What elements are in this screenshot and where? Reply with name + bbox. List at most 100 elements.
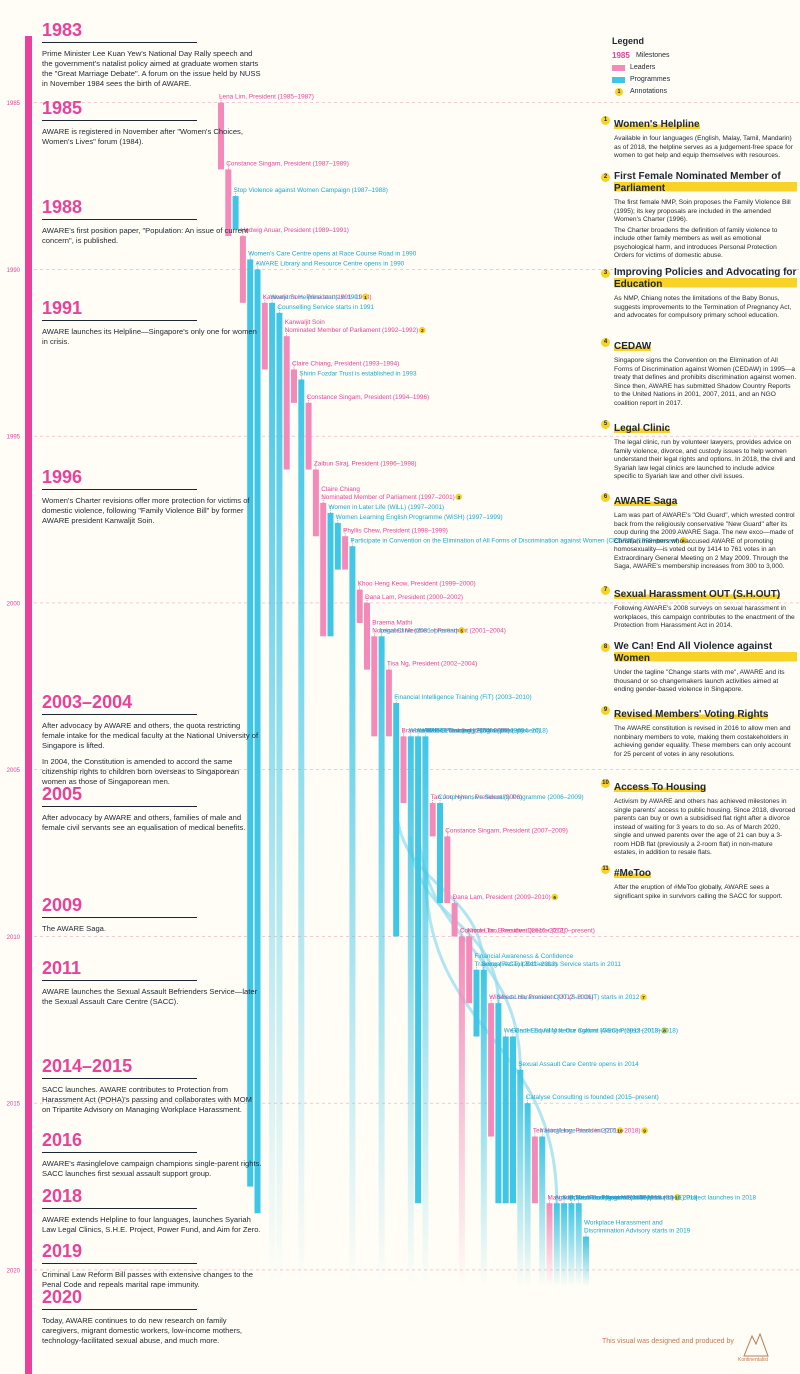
legend: Legend 1985 Milestones Leaders Programmes… — [612, 36, 762, 98]
item-label-21-1: Nominated Member of Parliament (2001–200… — [372, 627, 506, 634]
annotation-text: Available in four languages (English, Ma… — [614, 135, 793, 159]
annotation-title: CEDAW — [614, 341, 652, 353]
item-label-43: Teh Hooi Ling, President (2016–2018) — [533, 1128, 641, 1135]
milestone-text: Criminal Law Reform Bill passes with ext… — [42, 1270, 254, 1289]
tick-label-2005: 2005 — [7, 768, 21, 774]
milestone-text: AWARE launches its Helpline—Singapore's … — [42, 327, 257, 346]
item-label-11: Shirin Fozdar Trust is established in 19… — [299, 371, 417, 378]
item-label-8: Counselling Service starts in 1991 — [277, 304, 374, 311]
programme-bar-41 — [517, 1069, 524, 1287]
item-label-12: Constance Singam, President (1994–1996) — [307, 394, 430, 401]
item-label-34: Nicole Tan, President (2010–2012) — [467, 927, 565, 934]
annotation-text-2: The Charter broadens the definition of f… — [614, 226, 778, 260]
annotation-number: 3 — [601, 269, 610, 278]
annotation-5: 5 Legal Clinic The legal clinic, run by vo… — [601, 418, 797, 482]
annotation-marker-num-5: 5 — [460, 628, 463, 634]
programme-bar-2 — [232, 196, 239, 230]
legend-milestones-label: Milestones — [636, 52, 670, 59]
milestone-1985: 1985 AWARE is registered in November afte… — [42, 98, 262, 147]
programme-bar-8 — [276, 312, 283, 1287]
milestone-text: After advocacy by AWARE and others, fami… — [42, 813, 246, 832]
milestone-text: The AWARE Saga. — [42, 924, 107, 933]
annotation-11: 11 #MeToo After the eruption of #MeToo glo… — [601, 863, 797, 901]
annotation-7: 7 Sexual Harassment OUT (S.H.OUT) Followin… — [601, 584, 797, 631]
item-label-2: Stop Violence against Women Campaign (19… — [234, 187, 388, 194]
programme-bar-49 — [575, 1203, 582, 1287]
annotation-text: As NMP, Chiang notes the limitations of … — [614, 295, 792, 319]
milestone-2019: 2019 Criminal Law Reform Bill passes with… — [42, 1241, 262, 1290]
milestone-text: AWARE's first position paper, "Populatio… — [42, 226, 249, 245]
annotation-text: The AWARE constitution is revised in 201… — [614, 725, 791, 758]
milestone-1996: 1996 Women's Charter revisions offer more… — [42, 467, 262, 526]
item-label-36: Sexual Assault Befrienders Service start… — [482, 961, 622, 968]
item-label-19: Khoo Heng Keow, President (1999–2000) — [358, 581, 476, 588]
programme-bar-42 — [524, 1103, 531, 1287]
milestone-1983: 1983 Prime Minister Lee Kuan Yew's Nation… — [42, 20, 262, 89]
annotation-marker-num-3: 3 — [457, 495, 460, 501]
programme-bar-27 — [415, 736, 422, 1204]
milestone-2018: 2018 AWARE extends Helpline to four langu… — [42, 1186, 262, 1235]
item-label-38: Sexual Harassment OUT (S.H.OUT) starts i… — [496, 994, 639, 1001]
item-label-27: AWARE Befriender's Programme (2004–2018) — [416, 727, 548, 734]
item-label-5: AWARE Library and Resource Centre opens … — [256, 260, 405, 267]
item-label-50-1: Discrimination Advisory starts in 2019 — [584, 1228, 691, 1235]
leader-bar-45 — [546, 1203, 553, 1287]
item-label-42: Catalyse Consulting is founded (2015–pre… — [526, 1094, 659, 1101]
annotation-marker-1 — [362, 293, 369, 301]
leader-bar-32 — [451, 903, 458, 937]
programme-bar-38 — [495, 1003, 502, 1204]
annotation-marker-num-8: 8 — [663, 1029, 666, 1035]
milestone-2009: 2009 The AWARE Saga. — [42, 895, 262, 934]
annotation-text: After the eruption of #MeToo globally, A… — [614, 884, 783, 900]
credit-text: This visual was designed and produced by — [602, 1338, 734, 1345]
milestone-text: AWARE's #asinglelove campaign champions … — [42, 1159, 262, 1178]
programme-bar-26 — [407, 736, 414, 1287]
leader-bar-9 — [283, 336, 290, 470]
tick-label-2020: 2020 — [7, 1268, 21, 1274]
item-label-6: Kanwaljit Soin, President (1991–1993) — [263, 294, 372, 301]
annotation-text: Lam was part of AWARE's "Old Guard", whi… — [614, 512, 795, 570]
tick-label-1990: 1990 — [7, 268, 21, 274]
credit-brand: Kontinentalist — [738, 1357, 769, 1363]
annotation-number: 9 — [601, 706, 610, 715]
milestone-text: AWARE is registered in November after "W… — [42, 127, 243, 146]
annotation-marker-2 — [418, 326, 426, 334]
item-label-0: Lena Lim, President (1985–1987) — [219, 94, 314, 101]
leader-bar-20 — [364, 602, 370, 670]
annotation-text: Under the tagline "Change starts with me… — [614, 669, 785, 693]
item-label-10: Claire Chiang, President (1993–1994) — [292, 361, 399, 368]
leader-bar-1 — [225, 169, 232, 237]
item-label-24: Financial Intelligence Training (FiT) (2… — [394, 694, 531, 701]
item-label-45: Margaret Thomas, President (2018–present… — [548, 1194, 674, 1201]
milestone-1988: 1988 AWARE's first position paper, "Popul… — [42, 197, 262, 246]
milestone-year: 2020 — [42, 1287, 83, 1307]
annotation-1: 1 Women's Helpline Available in four langu… — [601, 114, 797, 161]
annotation-marker-num-4: 4 — [682, 538, 685, 544]
annotation-number: 8 — [601, 643, 610, 652]
annotation-marker-6 — [551, 893, 558, 901]
item-label-47: Support, Housing, and Enablement (S.H.E)… — [562, 1194, 756, 1201]
annotation-number: 1 — [601, 116, 610, 125]
tick-label-2015: 2015 — [7, 1102, 21, 1108]
programme-bar-44 — [539, 1136, 546, 1287]
item-label-35-1: Training (FACT) (2011–2013) — [475, 961, 558, 968]
annotation-text: Singapore signs the Convention on the El… — [614, 357, 797, 407]
annotation-title: First Female Nominated Member of Parliam… — [614, 171, 797, 195]
milestone-year: 1988 — [42, 197, 83, 217]
item-label-50: Workplace Harassment and — [584, 1220, 663, 1227]
item-label-44: #asinglelove starts in 2016 — [540, 1128, 616, 1135]
annotation-number: 5 — [601, 420, 610, 429]
legend-year: 1985 — [612, 51, 630, 60]
annotation-title: Revised Members' Voting Rights — [614, 709, 769, 721]
annotation-number: 10 — [601, 779, 610, 788]
item-label-31: Constance Singam, President (2007–2009) — [445, 827, 568, 834]
leader-bar-25 — [400, 736, 407, 804]
item-label-40: Gender Equality Is Our Culture (GEC) Pro… — [511, 1028, 678, 1035]
leader-bar-31 — [444, 836, 451, 904]
legend-leaders: Leaders — [612, 62, 762, 74]
milestone-2005: 2005 After advocacy by AWARE and others, … — [42, 784, 262, 833]
programme-bar-24 — [393, 703, 400, 937]
annotation-marker-5 — [458, 627, 466, 634]
annotation-marker-9 — [641, 1127, 648, 1134]
